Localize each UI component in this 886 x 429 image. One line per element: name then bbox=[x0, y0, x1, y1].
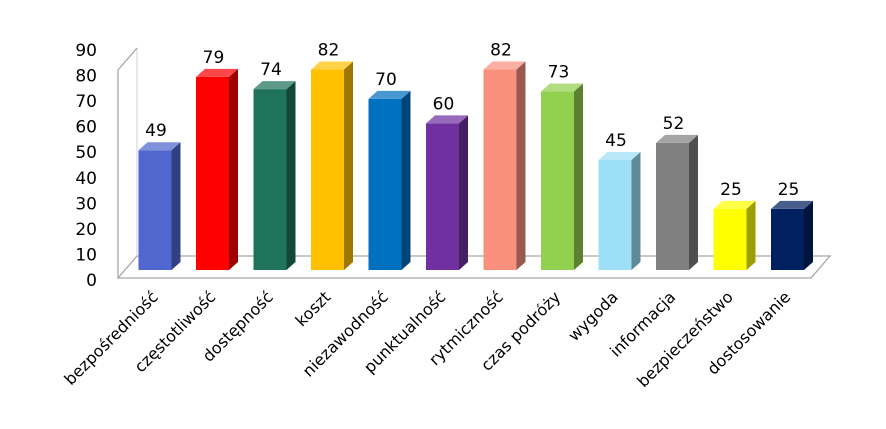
bar-top-face bbox=[138, 142, 181, 151]
bar bbox=[311, 61, 353, 270]
y-tick-label: 70 bbox=[75, 92, 97, 112]
bar-side-face bbox=[344, 61, 353, 270]
bar-side-face bbox=[401, 90, 411, 270]
data-label: 52 bbox=[663, 114, 685, 134]
bar-front-face bbox=[771, 208, 804, 270]
bar-front-face bbox=[138, 150, 172, 270]
bar-side-face bbox=[286, 81, 296, 270]
data-label: 79 bbox=[203, 48, 225, 68]
bar bbox=[253, 81, 296, 270]
data-label: 45 bbox=[605, 131, 627, 151]
bar-top-face bbox=[656, 134, 698, 143]
bar-front-face bbox=[713, 208, 747, 270]
x-tick-label: bezpieczeństwo bbox=[633, 287, 737, 391]
y-tick-label: 30 bbox=[75, 194, 97, 214]
y-tick-label: 10 bbox=[75, 245, 97, 265]
y-tick-label: 60 bbox=[75, 118, 97, 138]
bar-top-face bbox=[598, 152, 641, 160]
bar bbox=[483, 61, 526, 270]
data-label: 82 bbox=[490, 41, 512, 61]
data-label: 74 bbox=[260, 60, 282, 80]
bar bbox=[656, 134, 698, 270]
bar bbox=[138, 142, 181, 270]
data-label: 49 bbox=[145, 121, 167, 141]
bar-front-face bbox=[541, 91, 574, 270]
bar-side-face bbox=[574, 83, 583, 270]
bar bbox=[771, 200, 813, 270]
y-tick-label: 90 bbox=[75, 41, 97, 61]
bar-front-face bbox=[368, 98, 402, 270]
data-label: 60 bbox=[433, 94, 455, 114]
bar-side-face bbox=[229, 68, 238, 270]
bar-top-face bbox=[311, 61, 353, 70]
floor-plane bbox=[116, 255, 832, 279]
data-label: 82 bbox=[318, 41, 340, 61]
bars bbox=[138, 61, 813, 270]
bar-side-face bbox=[459, 115, 468, 270]
x-tick-label: koszt bbox=[292, 287, 335, 330]
y-axis-top-edge bbox=[117, 47, 138, 71]
x-tick-label: bezpośredniość bbox=[60, 287, 161, 388]
bar-top-face bbox=[196, 68, 238, 77]
x-tick-label: wygoda bbox=[564, 287, 622, 345]
bar bbox=[598, 152, 641, 270]
bar-side-face bbox=[804, 200, 813, 270]
bar-front-face bbox=[426, 123, 459, 270]
bar-side-face bbox=[746, 200, 756, 270]
bar-front-face bbox=[311, 69, 344, 270]
chart-floor bbox=[116, 48, 832, 279]
y-axis: 0 10 20 30 40 50 60 70 80 90 bbox=[75, 41, 138, 291]
bar-side-face bbox=[171, 142, 181, 270]
data-label: 25 bbox=[778, 180, 800, 200]
bar-top-face bbox=[713, 200, 756, 209]
data-label: 25 bbox=[720, 180, 742, 200]
bar-top-face bbox=[771, 200, 813, 209]
value-labels: 49 79 74 82 70 60 82 73 45 52 25 25 bbox=[145, 41, 799, 200]
bar-top-face bbox=[368, 90, 411, 99]
y-tick-label: 80 bbox=[75, 67, 97, 87]
y-tick-label: 20 bbox=[75, 220, 97, 240]
data-label: 70 bbox=[375, 70, 397, 90]
y-tick-label: 0 bbox=[86, 271, 97, 291]
y-tick-label: 50 bbox=[75, 143, 97, 163]
bar-front-face bbox=[253, 89, 287, 270]
bar-side-face bbox=[689, 134, 698, 270]
bar bbox=[541, 83, 583, 270]
bar-top-face bbox=[253, 81, 296, 90]
bar bbox=[368, 90, 411, 270]
bar-top-face bbox=[483, 61, 526, 70]
bar-top-face bbox=[541, 83, 583, 92]
y-tick-label: 40 bbox=[75, 169, 97, 189]
bar bbox=[713, 200, 756, 270]
bar-side-face bbox=[516, 61, 526, 270]
bar bbox=[196, 68, 238, 270]
data-label: 73 bbox=[548, 63, 570, 83]
bar-side-face bbox=[631, 152, 641, 270]
bar-front-face bbox=[598, 160, 632, 270]
bar bbox=[426, 115, 468, 270]
bar-front-face bbox=[656, 142, 689, 270]
bar-top-face bbox=[426, 115, 468, 124]
bar-front-face bbox=[483, 69, 517, 270]
bar-front-face bbox=[196, 76, 229, 270]
